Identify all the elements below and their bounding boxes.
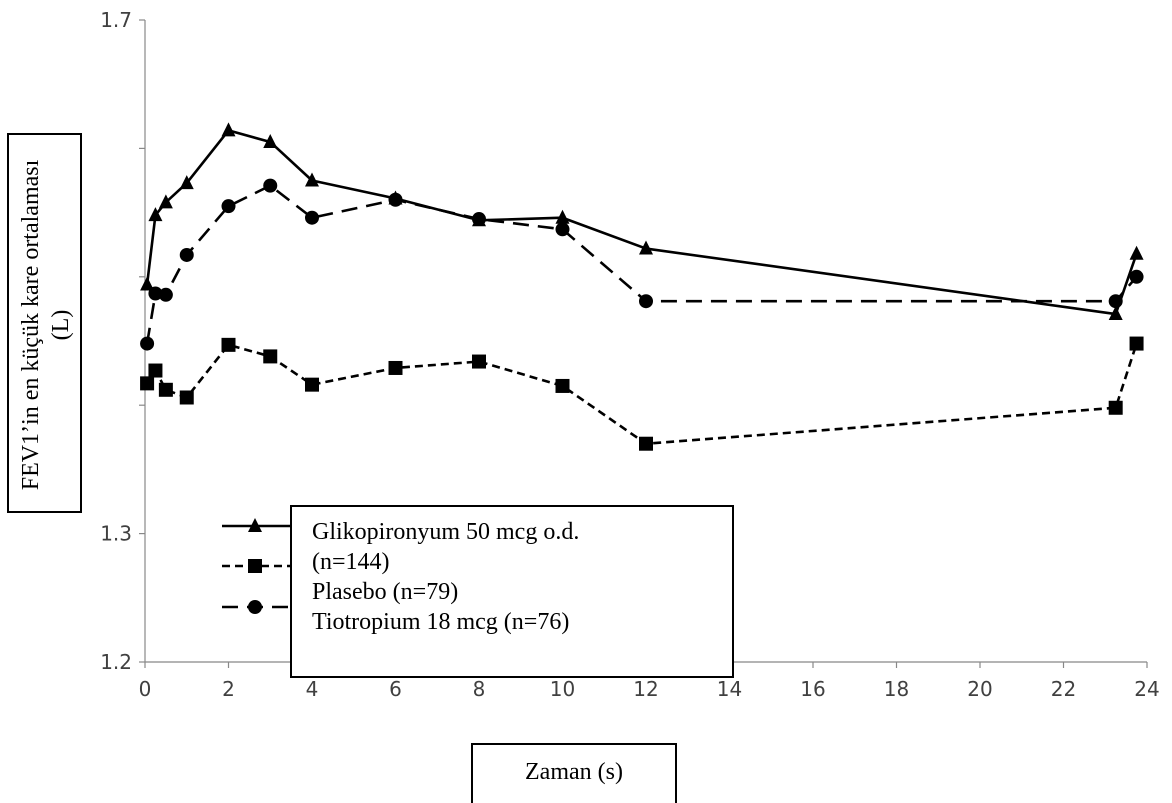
x-tick-label: 10 xyxy=(550,677,575,701)
data-point-circle xyxy=(140,336,155,351)
legend-entry-3: Plasebo (n=79) xyxy=(312,579,459,605)
data-point-triangle xyxy=(639,240,653,255)
series-line-square xyxy=(145,343,1138,446)
data-point-square xyxy=(221,337,236,352)
data-point-circle xyxy=(555,222,570,237)
y-tick-label: 1.2 xyxy=(100,650,132,674)
series-line-circle xyxy=(145,184,1138,344)
legend-entry-2: (n=144) xyxy=(312,549,390,575)
series-layer xyxy=(140,122,1144,451)
data-point-triangle xyxy=(1129,245,1144,260)
data-point-circle xyxy=(1129,269,1144,284)
data-point-circle xyxy=(639,294,653,309)
x-tick-label: 20 xyxy=(967,677,992,701)
y-tick-label: 1.3 xyxy=(100,522,132,546)
data-point-square xyxy=(263,349,278,364)
data-point-square xyxy=(179,390,194,405)
x-tick-label: 22 xyxy=(1051,677,1076,701)
series-square xyxy=(140,336,1144,451)
x-tick-label: 8 xyxy=(473,677,486,701)
y-axis-label-box: FEV1’in en küçük kare ortalaması (L) xyxy=(7,133,82,513)
data-point-triangle xyxy=(140,276,155,291)
data-point-triangle xyxy=(158,194,173,209)
data-point-square xyxy=(140,376,155,391)
x-tick-label: 16 xyxy=(800,677,825,701)
x-tick-label: 14 xyxy=(717,677,742,701)
series-line-triangle xyxy=(145,129,1138,316)
y-axis-label: FEV1’in en küçük kare ortalaması (L) xyxy=(18,159,74,491)
data-point-triangle xyxy=(221,122,236,137)
data-point-circle xyxy=(388,192,403,207)
x-tick-label: 0 xyxy=(139,677,152,701)
data-point-triangle xyxy=(305,172,319,187)
x-tick-label: 2 xyxy=(222,677,235,701)
data-point-triangle xyxy=(1108,306,1123,321)
legend-entry-1: Glikopironyum 50 mcg o.d. xyxy=(312,519,580,545)
data-point-square xyxy=(555,378,570,393)
data-point-triangle xyxy=(555,209,570,224)
data-point-circle xyxy=(179,247,194,262)
x-tick-label: 12 xyxy=(633,677,658,701)
data-point-triangle xyxy=(148,207,163,222)
data-point-square xyxy=(1129,336,1144,351)
x-tick-label: 6 xyxy=(389,677,402,701)
data-point-square xyxy=(305,377,319,392)
data-point-square xyxy=(1108,400,1123,415)
legend-entry-4: Tiotropium 18 mcg (n=76) xyxy=(312,609,570,635)
legend: Glikopironyum 50 mcg o.d. (n=144) Plaseb… xyxy=(290,505,734,678)
data-point-circle xyxy=(472,212,486,227)
data-point-circle xyxy=(221,199,236,214)
data-point-square xyxy=(148,363,163,378)
data-point-square xyxy=(388,360,403,375)
tick-labels: 1.21.31.70 2 4 6 8 10 12 14 16 18 20 22 24 xyxy=(100,8,1160,701)
series-triangle xyxy=(140,122,1144,321)
x-axis-label-box: Zaman (s) xyxy=(471,743,677,803)
data-point-triangle xyxy=(263,133,278,148)
data-point-circle xyxy=(158,287,173,302)
x-axis-label: Zaman (s) xyxy=(525,759,623,785)
data-point-circle xyxy=(1108,294,1123,309)
x-tick-label: 4 xyxy=(306,677,319,701)
data-point-square xyxy=(158,382,173,397)
x-tick-label: 18 xyxy=(884,677,909,701)
data-point-circle xyxy=(305,210,319,225)
data-point-square xyxy=(639,436,653,451)
series-circle xyxy=(140,178,1144,351)
data-point-circle xyxy=(263,178,278,193)
y-tick-label: 1.7 xyxy=(100,8,132,32)
x-tick-label: 24 xyxy=(1134,677,1159,701)
data-point-square xyxy=(472,354,486,369)
data-point-circle xyxy=(148,286,163,301)
data-point-triangle xyxy=(179,175,194,190)
